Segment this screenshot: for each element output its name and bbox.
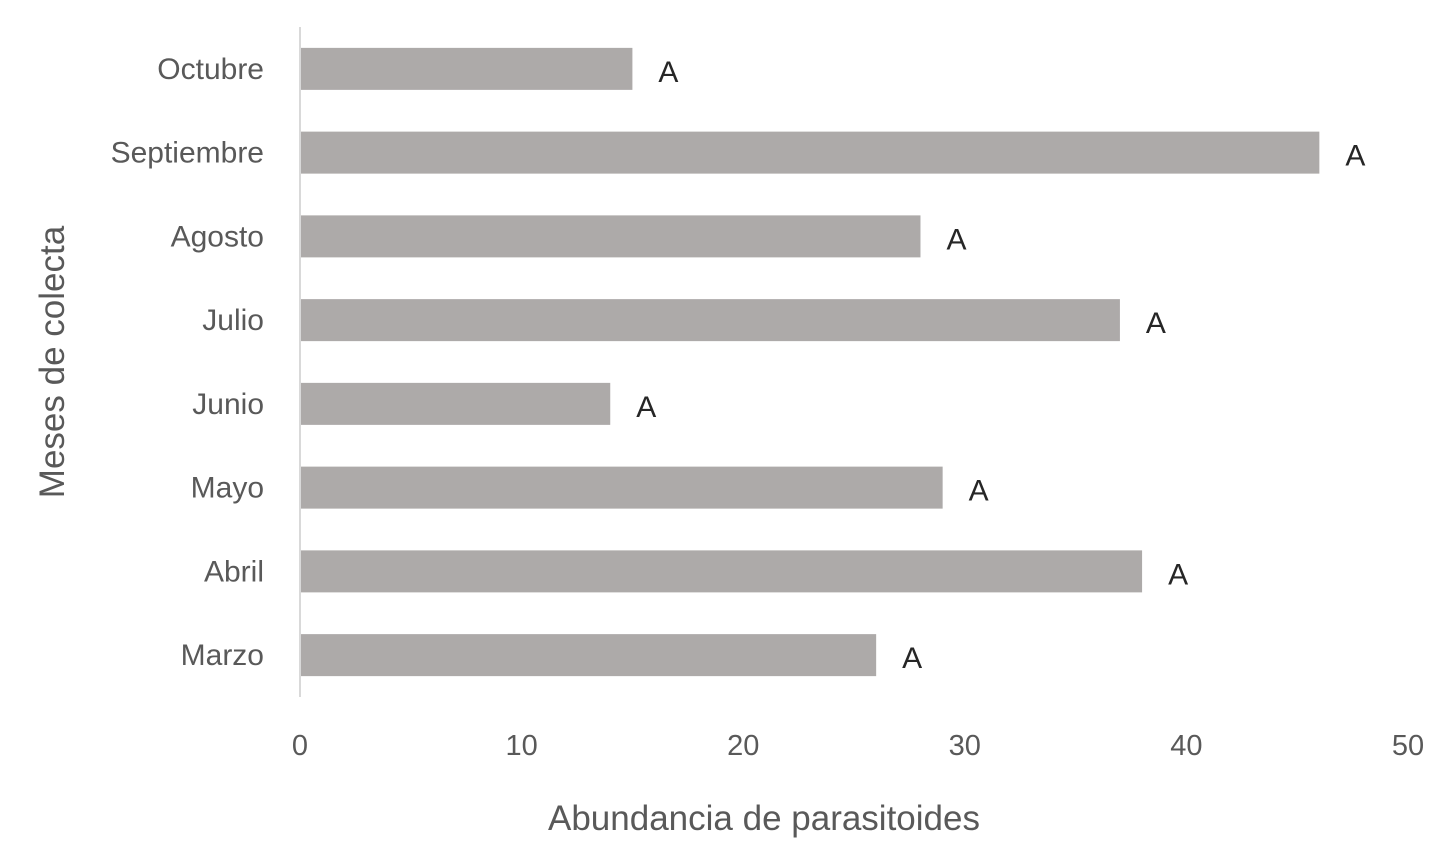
category-label-septiembre: Septiembre: [111, 137, 264, 170]
bar-julio: [300, 299, 1120, 342]
bar-junio: [300, 382, 611, 425]
category-label-junio: Junio: [192, 388, 264, 421]
bar-octubre: [300, 47, 633, 90]
data-label-junio: A: [636, 391, 656, 424]
category-labels-group: Marzo Abril Mayo Junio Julio Agosto Septiembre…: [111, 53, 264, 672]
x-axis-title: Abundancia de parasitoides: [548, 799, 980, 838]
data-label-mayo: A: [969, 475, 989, 508]
bar-marzo: [300, 634, 877, 677]
bars-group: [300, 47, 1320, 677]
x-tick-label-30: 30: [949, 730, 981, 762]
bar-mayo: [300, 466, 943, 509]
category-label-marzo: Marzo: [181, 639, 264, 672]
data-label-agosto: A: [946, 223, 966, 256]
y-axis-title: Meses de colecta: [33, 225, 72, 498]
data-labels-group: A A A A A A A A: [636, 56, 1365, 675]
category-label-mayo: Mayo: [191, 472, 264, 505]
x-tick-labels-group: 0 10 20 30 40 50: [292, 730, 1424, 762]
data-label-octubre: A: [658, 56, 678, 89]
bar-septiembre: [300, 131, 1320, 174]
x-tick-label-10: 10: [505, 730, 537, 762]
data-label-julio: A: [1146, 307, 1166, 340]
x-tick-label-50: 50: [1392, 730, 1424, 762]
data-label-abril: A: [1168, 558, 1188, 591]
bar-abril: [300, 550, 1143, 593]
data-label-marzo: A: [902, 642, 922, 675]
x-tick-label-0: 0: [292, 730, 308, 762]
category-label-abril: Abril: [204, 555, 264, 588]
data-label-septiembre: A: [1345, 140, 1365, 173]
x-tick-label-40: 40: [1170, 730, 1202, 762]
x-tick-label-20: 20: [727, 730, 759, 762]
category-label-agosto: Agosto: [171, 220, 264, 253]
category-label-julio: Julio: [202, 304, 264, 337]
bar-agosto: [300, 215, 921, 258]
category-label-octubre: Octubre: [157, 53, 264, 86]
